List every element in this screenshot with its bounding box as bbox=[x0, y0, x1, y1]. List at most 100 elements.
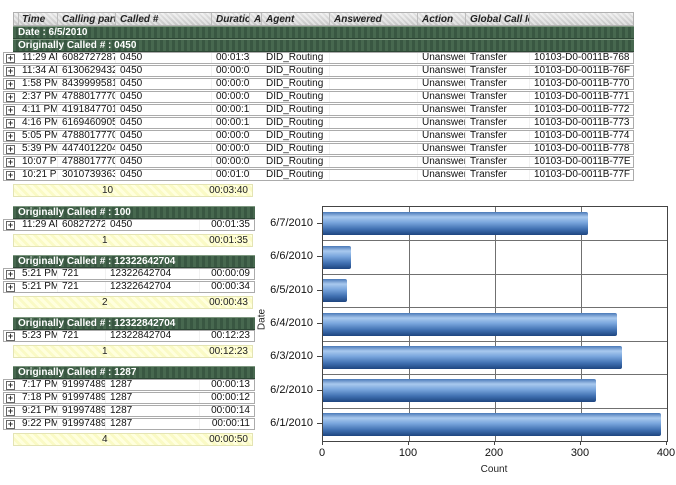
column-header[interactable]: ACD Name bbox=[250, 13, 262, 25]
cell-action: Transfer bbox=[466, 92, 530, 102]
table-row[interactable]: +11:34 AM6130629432045000:00:09 DID_Routi… bbox=[3, 65, 634, 77]
expand-icon[interactable]: + bbox=[6, 393, 15, 403]
expand-icon[interactable]: + bbox=[6, 105, 15, 115]
cell-time: 9:21 PM bbox=[18, 406, 58, 416]
cell-called: 1287 bbox=[106, 406, 200, 416]
table-row[interactable]: +10:21 PM3010739363045000:01:02 DID_Routi… bbox=[3, 169, 634, 181]
column-header[interactable]: Calling party # bbox=[58, 13, 116, 25]
cell-gap bbox=[250, 105, 262, 115]
group-header: Originally Called # : 1287 bbox=[13, 366, 255, 379]
table-row[interactable]: +7:18 PM91997489521287 00:00:12 bbox=[3, 392, 255, 404]
x-axis-title: Count bbox=[480, 464, 508, 475]
expand-icon[interactable]: + bbox=[6, 331, 15, 341]
expand-cell: + bbox=[4, 419, 18, 429]
cell-duration: 00:00:06 bbox=[212, 157, 250, 167]
cell-calling-party: 6082727287 bbox=[58, 53, 116, 63]
expand-icon[interactable]: + bbox=[6, 220, 15, 230]
cell-time: 9:22 PM bbox=[18, 419, 58, 429]
y-axis-label: 6/5/2010 bbox=[270, 284, 313, 296]
cell-time: 10:07 PM bbox=[18, 157, 58, 167]
cell-gap bbox=[250, 170, 262, 180]
cell-calling-party: 4788017770 bbox=[58, 131, 116, 141]
expand-cell: + bbox=[4, 269, 18, 279]
group-section: Originally Called # : 12322642704 +5:21 P… bbox=[3, 255, 255, 309]
expand-icon[interactable]: + bbox=[6, 131, 15, 141]
expand-icon[interactable]: + bbox=[6, 269, 15, 279]
cell-time: 11:34 AM bbox=[18, 66, 58, 76]
column-header[interactable]: Answered bbox=[330, 13, 418, 25]
summary-count: 10 bbox=[102, 185, 114, 196]
cell-time: 5:23 PM bbox=[18, 331, 58, 341]
cell-duration: 00:00:12 bbox=[211, 393, 250, 403]
expand-icon[interactable]: + bbox=[6, 406, 15, 416]
table-row[interactable]: +9:21 PM91997489521287 00:00:14 bbox=[3, 405, 255, 417]
expand-icon[interactable]: + bbox=[6, 380, 15, 390]
cell-duration: 00:00:14 bbox=[211, 406, 250, 416]
cell-called: 0450 bbox=[116, 118, 212, 128]
chart-bar bbox=[323, 212, 588, 235]
cell-gap bbox=[250, 92, 262, 102]
group-sections: Originally Called # : 100+11:29 AM608272… bbox=[3, 206, 255, 454]
cell-called: 0450 bbox=[116, 53, 212, 63]
group-summary-row: 2 00:00:43 bbox=[13, 296, 253, 309]
column-header[interactable]: Global Call Id bbox=[466, 13, 530, 25]
expand-icon[interactable]: + bbox=[6, 144, 15, 154]
expand-cell: + bbox=[4, 66, 18, 76]
table-row[interactable]: +5:21 PM 721 12322642704 00:00:34 bbox=[3, 281, 255, 293]
cell-duration: 00:01:35 bbox=[212, 53, 250, 63]
expand-icon[interactable]: + bbox=[6, 118, 15, 128]
x-axis-tick bbox=[322, 441, 323, 445]
cell-action: Transfer bbox=[466, 170, 530, 180]
group-section-wide: Originally Called # : 0450+11:29 AM60827… bbox=[3, 39, 634, 197]
cell-calling-party: 4788017770 bbox=[58, 92, 116, 102]
expand-icon[interactable]: + bbox=[6, 419, 15, 429]
table-row[interactable]: +9:22 PM91997489521287 00:00:11 bbox=[3, 418, 255, 430]
cell-action: Transfer bbox=[466, 79, 530, 89]
y-axis-tick bbox=[317, 290, 322, 291]
column-header[interactable]: Duration bbox=[212, 13, 250, 25]
table-row[interactable]: +5:21 PM 721 12322642704 00:00:09 bbox=[3, 268, 255, 280]
y-axis-label: 6/6/2010 bbox=[270, 250, 313, 262]
column-header[interactable]: Called # bbox=[116, 13, 212, 25]
gridline-horizontal bbox=[323, 307, 667, 308]
cell-duration: 00:00:34 bbox=[211, 282, 250, 292]
cell-gap bbox=[250, 79, 262, 89]
expand-cell: + bbox=[4, 220, 18, 230]
table-row[interactable]: +11:29 AM60827272870450 00:01:35 bbox=[3, 219, 255, 231]
column-header[interactable]: Action bbox=[418, 13, 466, 25]
table-row[interactable]: +11:29 AM6082727287045000:01:35 DID_Routi… bbox=[3, 52, 634, 64]
expand-icon[interactable]: + bbox=[6, 92, 15, 102]
cell-calling-party: 721 bbox=[58, 282, 106, 292]
cell-time: 11:29 AM bbox=[18, 53, 58, 63]
table-row[interactable]: +5:23 PM 721 12322842704 00:12:23 bbox=[3, 330, 255, 342]
cell-answered: Unanswered bbox=[418, 170, 466, 180]
table-row[interactable]: +7:17 PM91997489521287 00:00:13 bbox=[3, 379, 255, 391]
cell-agent bbox=[330, 53, 418, 63]
cell-gap bbox=[250, 66, 262, 76]
cell-global-call-id: 10103-D0-0011B-771 bbox=[534, 92, 630, 102]
cell-calling-party: 3010739363 bbox=[58, 170, 116, 180]
column-header[interactable]: Agent bbox=[262, 13, 330, 25]
gridline-horizontal bbox=[323, 240, 667, 241]
gridline-horizontal bbox=[323, 341, 667, 342]
expand-icon[interactable]: + bbox=[6, 79, 15, 89]
column-header[interactable]: Time bbox=[18, 13, 58, 25]
expand-icon[interactable]: + bbox=[6, 170, 15, 180]
cell-gap bbox=[250, 131, 262, 141]
cell-duration: 00:00:15 bbox=[212, 105, 250, 115]
expand-icon[interactable]: + bbox=[6, 282, 15, 292]
cell-acd-name: DID_Routing bbox=[262, 170, 330, 180]
cell-time: 5:05 PM bbox=[18, 131, 58, 141]
expand-icon[interactable]: + bbox=[6, 66, 15, 76]
cell-calling-party: 9199748952 bbox=[58, 406, 106, 416]
expand-icon[interactable]: + bbox=[6, 53, 15, 63]
expand-icon[interactable]: + bbox=[6, 157, 15, 167]
